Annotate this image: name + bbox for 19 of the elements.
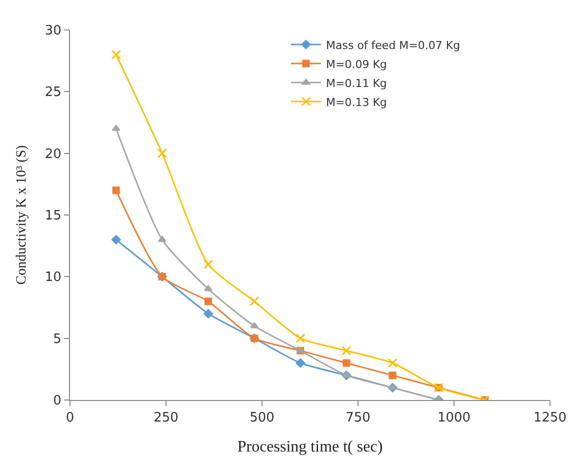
legend-label: Mass of feed M=0.07 Kg	[326, 38, 460, 52]
y-tick-label: 5	[53, 332, 62, 347]
y-tick-label: 0	[53, 394, 62, 409]
legend-label: M=0.11 Kg	[326, 76, 387, 90]
x-tick-label: 750	[346, 410, 370, 426]
x-tick-label: 250	[154, 410, 178, 426]
x-tick-label: 500	[250, 410, 274, 426]
x-tick-label: 1000	[437, 410, 471, 426]
legend-label: M=0.09 Kg	[326, 58, 387, 71]
x-tick-label: 1250	[533, 410, 567, 426]
y-tick-label: 20	[44, 146, 62, 162]
y-tick-label: 30	[44, 24, 62, 39]
x-tick-label: 0	[66, 410, 74, 426]
y-tick-label: 10	[44, 270, 62, 286]
y-axis-title: Conductivity K x 10³ (S)	[14, 144, 30, 285]
x-axis-title: Processing time t( sec)	[237, 438, 383, 456]
legend-label: M=0.13 Kg	[326, 96, 387, 109]
y-tick-label: 25	[44, 85, 62, 100]
y-tick-label: 15	[44, 208, 62, 224]
